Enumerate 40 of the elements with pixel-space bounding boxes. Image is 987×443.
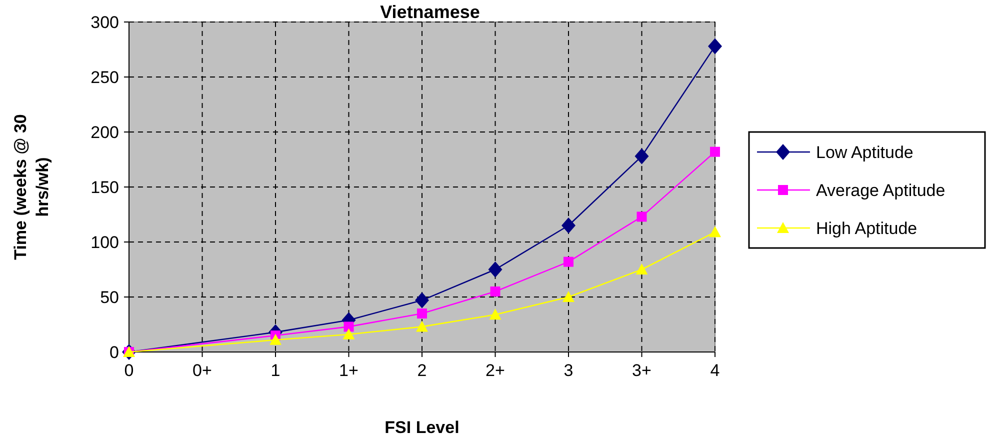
point [488, 262, 502, 278]
y-tick-label: 100 [90, 232, 119, 252]
point [342, 328, 355, 340]
y-tick-label: 200 [90, 122, 119, 142]
point [562, 291, 574, 302]
point [636, 264, 648, 274]
x-tick-label: 0 [124, 361, 134, 380]
x-tick-label: 3 [564, 361, 574, 380]
point [417, 308, 427, 318]
x-tick-label: 3+ [632, 361, 652, 380]
point [344, 322, 354, 332]
x-axis-title: FSI Level [384, 418, 460, 437]
y-tick-label: 150 [90, 178, 119, 197]
point [490, 286, 500, 296]
point [489, 308, 502, 320]
point [270, 334, 282, 345]
x-tick-label: 1 [270, 361, 280, 380]
x-tick-label: 2 [417, 361, 427, 380]
legend-label: Average Aptitude [816, 180, 946, 200]
point [416, 320, 428, 332]
x-tick-label: 1+ [339, 361, 359, 380]
y-tick-label: 250 [90, 68, 119, 87]
y-tick-label: 0 [110, 342, 119, 362]
legend-label: Low Aptitude [816, 142, 914, 162]
point [708, 38, 722, 54]
y-axis-title: Time (weeks @ 30 hrs/wk) [11, 114, 52, 260]
y-tick-label: 300 [90, 12, 119, 32]
point [634, 148, 649, 164]
point [562, 218, 576, 234]
point [636, 212, 647, 222]
x-tick-label: 4 [710, 361, 720, 380]
x-tick-label: 0+ [192, 361, 212, 380]
point [415, 292, 429, 308]
point [564, 256, 574, 267]
legend-label: High Aptitude [816, 218, 918, 238]
y-tick-label: 50 [100, 288, 119, 307]
point [709, 226, 721, 238]
chart-title: Vietnamese [380, 2, 480, 22]
point [710, 146, 720, 157]
x-tick-label: 2+ [486, 361, 506, 380]
